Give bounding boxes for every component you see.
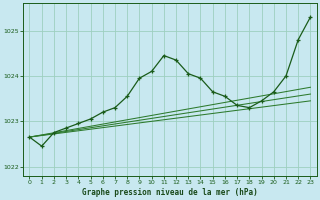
- X-axis label: Graphe pression niveau de la mer (hPa): Graphe pression niveau de la mer (hPa): [82, 188, 258, 197]
